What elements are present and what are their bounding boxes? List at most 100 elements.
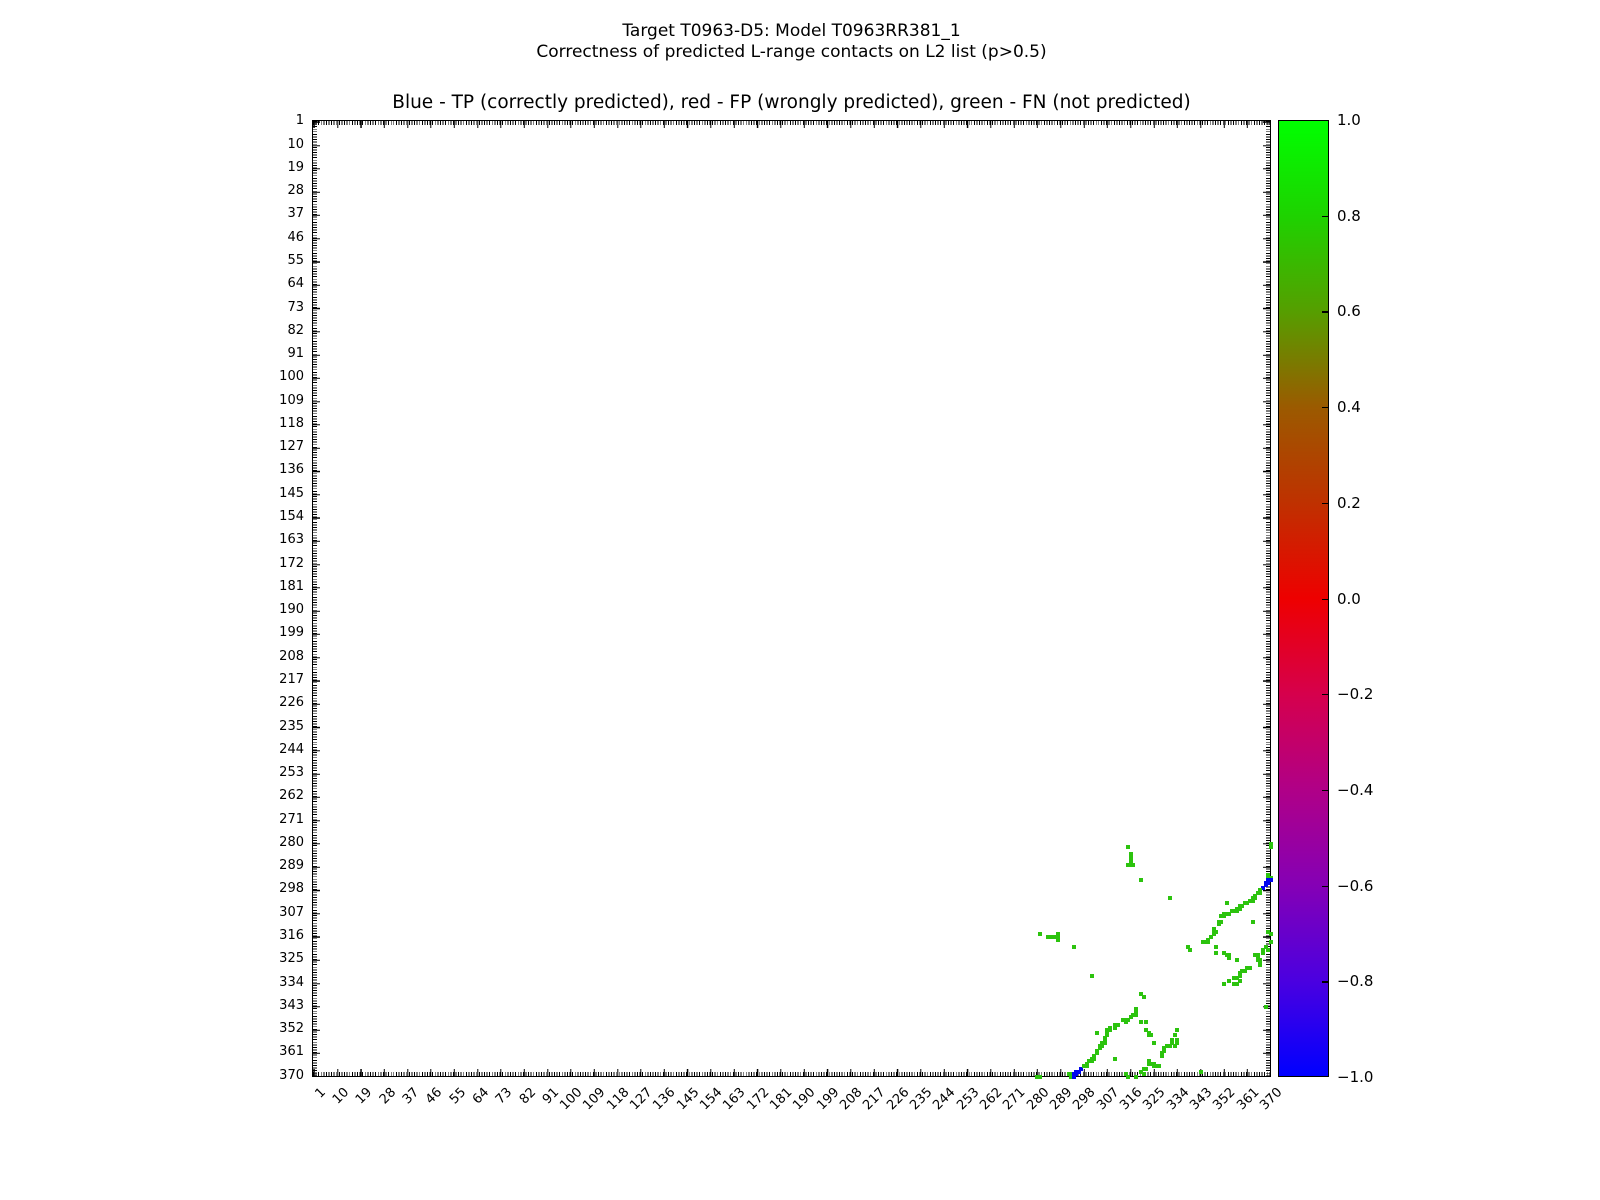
contact-point-fn xyxy=(1139,991,1144,996)
colorbar-tick-label: 0.2 xyxy=(1337,493,1361,512)
contact-point-fn xyxy=(1146,1030,1151,1035)
contact-point-fn xyxy=(1157,1064,1162,1069)
y-tick-label: 118 xyxy=(279,415,304,431)
contact-point-fn xyxy=(1066,1072,1071,1077)
contact-point-fn xyxy=(1219,919,1224,924)
colorbar-tick-label: 0.4 xyxy=(1337,398,1361,417)
x-tick-label: 127 xyxy=(627,1085,656,1114)
contact-point-fn xyxy=(1222,950,1227,955)
contact-point-fn xyxy=(1038,1074,1043,1079)
x-tick-label: 163 xyxy=(720,1085,749,1114)
contact-point-fn xyxy=(1146,1061,1151,1066)
contact-point-fn xyxy=(1082,1064,1087,1069)
x-tick-label: 325 xyxy=(1140,1085,1169,1114)
x-tick-label: 289 xyxy=(1047,1085,1076,1114)
y-tick-label: 100 xyxy=(279,369,304,385)
contact-point-fn xyxy=(1048,935,1053,940)
y-tick-label: 235 xyxy=(279,718,304,734)
y-tick-label: 73 xyxy=(287,299,304,315)
contact-point-fn xyxy=(1211,927,1216,932)
contact-point-fn xyxy=(1113,1025,1118,1030)
contact-point-fn xyxy=(1224,901,1229,906)
contact-point-fn xyxy=(1203,940,1208,945)
contact-point-fn xyxy=(1227,955,1232,960)
y-tick-label: 190 xyxy=(279,602,304,618)
contact-point-fn xyxy=(1266,875,1271,880)
contact-point-fn xyxy=(1253,893,1258,898)
contact-point-fn xyxy=(1089,973,1094,978)
contact-point-fn xyxy=(1131,1012,1136,1017)
y-tick-label: 307 xyxy=(279,904,304,920)
contact-point-fn xyxy=(1084,1061,1089,1066)
figure-title: Target T0963-D5: Model T0963RR381_1 Corr… xyxy=(312,21,1271,63)
y-tick-label: 181 xyxy=(279,578,304,594)
y-tick-label: 91 xyxy=(287,346,304,362)
x-tick-label: 145 xyxy=(673,1085,703,1114)
y-tick-label: 136 xyxy=(279,462,304,478)
x-tick-label: 100 xyxy=(557,1085,586,1114)
y-tick-label: 253 xyxy=(279,765,304,781)
contact-point-fn xyxy=(1095,1048,1100,1053)
contact-point-tp xyxy=(1074,1069,1079,1074)
major-ticks-left xyxy=(313,121,320,1076)
contact-point-fn xyxy=(1102,1035,1107,1040)
colorbar-tick-label: −0.4 xyxy=(1337,780,1374,799)
contact-point-tp xyxy=(1076,1069,1081,1074)
y-tick-label: 280 xyxy=(279,834,304,850)
contact-point-fn xyxy=(1268,841,1273,846)
contact-point-fn xyxy=(1235,976,1239,981)
contact-point-fn xyxy=(1152,1041,1157,1046)
contact-point-fn xyxy=(1266,947,1271,952)
x-tick-label: 316 xyxy=(1117,1085,1146,1114)
y-tick-label: 28 xyxy=(287,183,304,199)
contact-point-fn xyxy=(1056,937,1061,942)
contact-point-fn xyxy=(1128,1015,1133,1020)
contact-point-fn xyxy=(1170,1038,1175,1043)
contact-point-fn xyxy=(1102,1038,1107,1043)
contact-point-fn xyxy=(1105,1033,1110,1038)
contact-point-fn xyxy=(1139,1069,1144,1074)
colorbar-tick-label: −0.6 xyxy=(1337,876,1374,895)
y-tick-label: 208 xyxy=(279,648,304,664)
colorbar-tick-label: 0.0 xyxy=(1337,589,1361,608)
y-tick-label: 226 xyxy=(279,695,304,711)
x-tick-label: 1 xyxy=(312,1085,329,1102)
contact-point-fn xyxy=(1235,958,1239,963)
contact-point-fn xyxy=(1229,909,1234,914)
colorbar-tick xyxy=(1322,885,1328,887)
contact-point-fn xyxy=(1258,960,1263,965)
contact-point-fn xyxy=(1126,862,1131,867)
y-tick-label: 271 xyxy=(279,811,304,827)
contact-point-fn xyxy=(1222,911,1227,916)
contact-point-fn xyxy=(1175,1041,1180,1046)
x-tick-label: 343 xyxy=(1187,1085,1216,1114)
contact-point-fn xyxy=(1128,860,1133,865)
contact-point-fn xyxy=(1105,1030,1110,1035)
minor-ticks-left xyxy=(313,121,317,1076)
contact-point-fn xyxy=(1235,906,1239,911)
colorbar-tick xyxy=(1322,789,1328,792)
y-tick-label: 109 xyxy=(279,392,304,408)
contact-point-fn xyxy=(1232,981,1237,986)
colorbar-tick xyxy=(1322,215,1328,217)
contact-point-fn xyxy=(1133,1012,1138,1017)
y-tick-label: 244 xyxy=(279,741,304,757)
contact-point-fn xyxy=(1237,906,1242,911)
colorbar-tick xyxy=(1322,981,1328,983)
x-tick-label: 46 xyxy=(423,1085,446,1108)
x-tick-label: 244 xyxy=(930,1085,959,1114)
contact-point-fn xyxy=(1214,945,1219,950)
contact-point-fn xyxy=(1146,1059,1151,1064)
contact-point-fn xyxy=(1232,909,1237,914)
colorbar-tick xyxy=(1322,502,1328,505)
y-tick-label: 199 xyxy=(279,625,304,641)
contact-point-fn xyxy=(1126,1074,1131,1079)
x-tick-label: 190 xyxy=(790,1085,819,1114)
contact-point-fn xyxy=(1216,922,1221,927)
contact-point-fn xyxy=(1240,968,1245,973)
colorbar-tick xyxy=(1322,598,1328,600)
contact-point-fn xyxy=(1131,862,1136,867)
contact-point-tp xyxy=(1266,880,1271,885)
contact-point-fn xyxy=(1245,901,1250,906)
contact-point-fn xyxy=(1152,1064,1157,1069)
